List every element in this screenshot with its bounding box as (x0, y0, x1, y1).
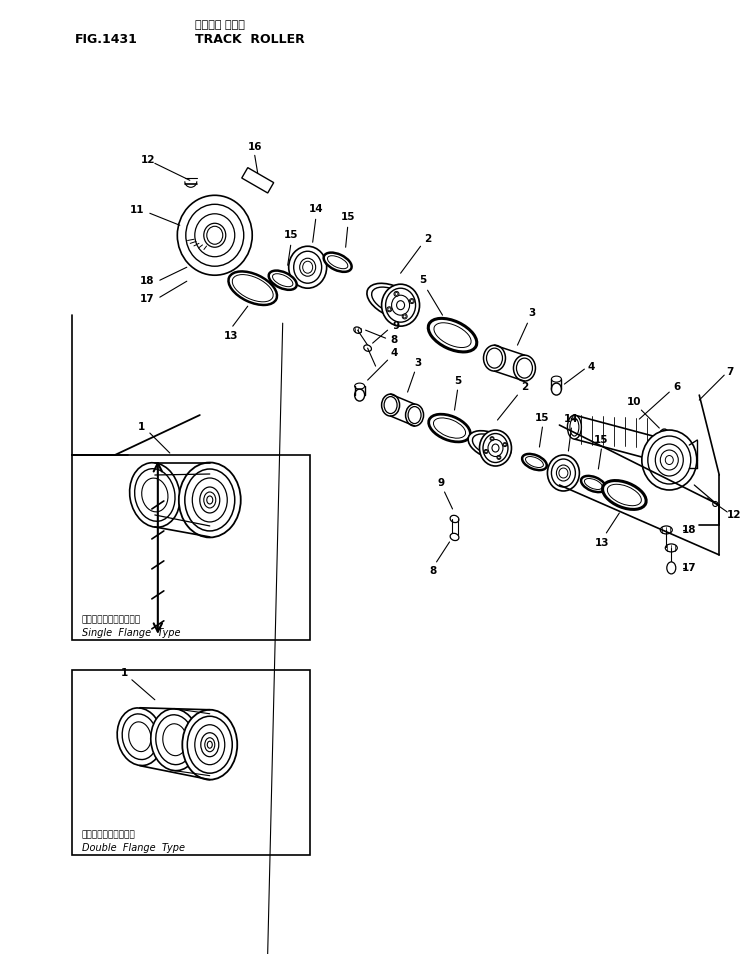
Text: 13: 13 (595, 538, 610, 548)
Ellipse shape (488, 439, 503, 456)
Ellipse shape (382, 285, 419, 327)
Text: 4: 4 (588, 362, 595, 372)
Ellipse shape (355, 389, 365, 401)
Ellipse shape (660, 526, 672, 534)
Ellipse shape (468, 431, 511, 459)
Text: 8: 8 (429, 566, 436, 576)
Text: 15: 15 (594, 435, 608, 445)
Ellipse shape (484, 450, 488, 454)
Ellipse shape (479, 430, 511, 466)
Text: 3: 3 (528, 308, 535, 318)
Text: Double  Flange  Type: Double Flange Type (82, 842, 185, 853)
Ellipse shape (391, 295, 410, 315)
Text: トラック ローラ: トラック ローラ (195, 20, 245, 31)
Ellipse shape (382, 394, 399, 416)
Ellipse shape (483, 345, 505, 371)
Ellipse shape (642, 430, 697, 490)
Text: FIG.1431: FIG.1431 (75, 33, 138, 46)
Ellipse shape (450, 533, 459, 541)
Text: 15: 15 (284, 230, 298, 241)
Ellipse shape (490, 436, 494, 440)
Ellipse shape (204, 223, 226, 247)
Text: 5: 5 (454, 376, 461, 386)
Text: 12: 12 (727, 510, 741, 520)
Ellipse shape (405, 404, 424, 426)
Text: 18: 18 (682, 525, 697, 535)
Text: ダブルフランジタイプ: ダブルフランジタイプ (82, 830, 136, 839)
Ellipse shape (655, 444, 683, 476)
Ellipse shape (667, 562, 676, 574)
Text: 5: 5 (419, 275, 426, 286)
Text: 11: 11 (130, 205, 144, 215)
Ellipse shape (130, 463, 180, 527)
Ellipse shape (514, 355, 536, 381)
Ellipse shape (402, 314, 407, 319)
Text: 1: 1 (139, 422, 145, 432)
Ellipse shape (548, 455, 579, 491)
Ellipse shape (556, 465, 571, 481)
Text: 10: 10 (627, 397, 642, 407)
Ellipse shape (394, 291, 399, 296)
Text: 14: 14 (308, 204, 323, 214)
Ellipse shape (522, 454, 547, 470)
Text: 9: 9 (392, 321, 399, 331)
Ellipse shape (497, 456, 501, 459)
Text: 1: 1 (122, 668, 128, 678)
Ellipse shape (324, 253, 352, 272)
Ellipse shape (177, 195, 252, 275)
Ellipse shape (228, 271, 277, 305)
Text: 12: 12 (141, 156, 155, 165)
Text: 7: 7 (726, 367, 734, 377)
Ellipse shape (117, 708, 162, 766)
Ellipse shape (551, 383, 562, 395)
Text: 17: 17 (139, 294, 154, 305)
Ellipse shape (150, 709, 199, 771)
Ellipse shape (450, 516, 459, 522)
Polygon shape (242, 168, 273, 193)
Ellipse shape (581, 476, 605, 492)
Ellipse shape (658, 429, 671, 449)
Ellipse shape (364, 345, 371, 351)
Ellipse shape (568, 415, 582, 439)
Text: 2: 2 (424, 234, 431, 244)
Text: TRACK  ROLLER: TRACK ROLLER (195, 33, 305, 46)
Text: 13: 13 (224, 331, 238, 341)
Ellipse shape (289, 246, 327, 288)
Bar (72, 669, 310, 855)
Text: 9: 9 (438, 478, 445, 488)
Ellipse shape (602, 480, 646, 509)
Ellipse shape (428, 318, 476, 351)
Text: シングルフランジタイプ: シングルフランジタイプ (82, 615, 141, 625)
Ellipse shape (387, 307, 392, 311)
Text: 16: 16 (247, 142, 262, 153)
Ellipse shape (182, 710, 237, 779)
Text: 4: 4 (391, 349, 398, 358)
Ellipse shape (428, 414, 471, 442)
Bar (72, 455, 310, 640)
Ellipse shape (665, 544, 677, 552)
Ellipse shape (179, 462, 241, 538)
Ellipse shape (299, 258, 316, 276)
Text: 14: 14 (564, 414, 579, 424)
Text: 2: 2 (521, 382, 528, 393)
Ellipse shape (367, 284, 418, 319)
Text: 15: 15 (340, 212, 355, 223)
Ellipse shape (269, 270, 296, 289)
Ellipse shape (353, 327, 362, 333)
Ellipse shape (503, 442, 507, 447)
Text: 6: 6 (674, 382, 681, 393)
Ellipse shape (409, 299, 414, 304)
Text: 15: 15 (535, 414, 550, 423)
Text: 17: 17 (682, 562, 697, 573)
Text: 3: 3 (414, 358, 421, 368)
Text: Single  Flange  Type: Single Flange Type (82, 627, 180, 638)
Text: 18: 18 (139, 276, 154, 286)
Text: 8: 8 (390, 335, 397, 345)
